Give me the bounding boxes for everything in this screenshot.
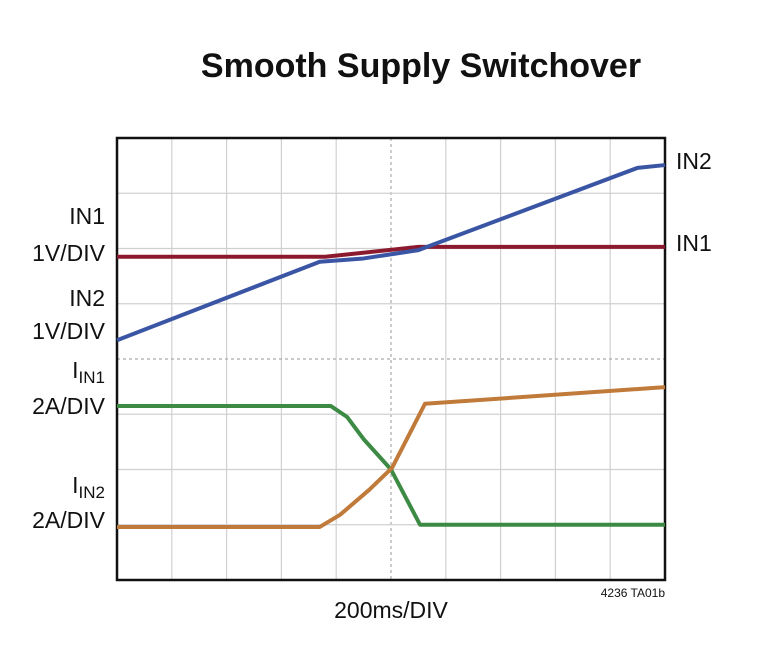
trace-scale: 2A/DIV — [32, 393, 106, 419]
trace — [117, 385, 666, 529]
trace — [116, 163, 666, 343]
trace — [117, 244, 665, 259]
trace-name: IN1 — [69, 203, 105, 229]
trace-scale: 2A/DIV — [32, 507, 106, 533]
trace-name: IN2 — [69, 285, 105, 311]
figure-note: 4236 TA01b — [601, 586, 666, 600]
trace-name-main: IN2 — [69, 285, 105, 311]
trace-name: IIN2 — [72, 472, 105, 502]
trace-name-subscript: IN2 — [79, 483, 105, 502]
x-axis-label: 200ms/DIV — [334, 597, 448, 623]
trace-end-label: IN2 — [676, 148, 712, 174]
trace-end-label: IN1 — [676, 230, 712, 256]
trace-name-main: I — [72, 472, 78, 498]
trace-scale: 1V/DIV — [32, 318, 106, 344]
trace-name-subscript: IN1 — [79, 368, 105, 387]
trace-name-main: I — [72, 357, 78, 383]
trace-name: IIN1 — [72, 357, 105, 387]
trace-scale: 1V/DIV — [32, 240, 106, 266]
trace-name-main: IN1 — [69, 203, 105, 229]
trace — [117, 403, 665, 527]
plot-frame — [115, 136, 667, 582]
chart-title: Smooth Supply Switchover — [201, 47, 641, 85]
